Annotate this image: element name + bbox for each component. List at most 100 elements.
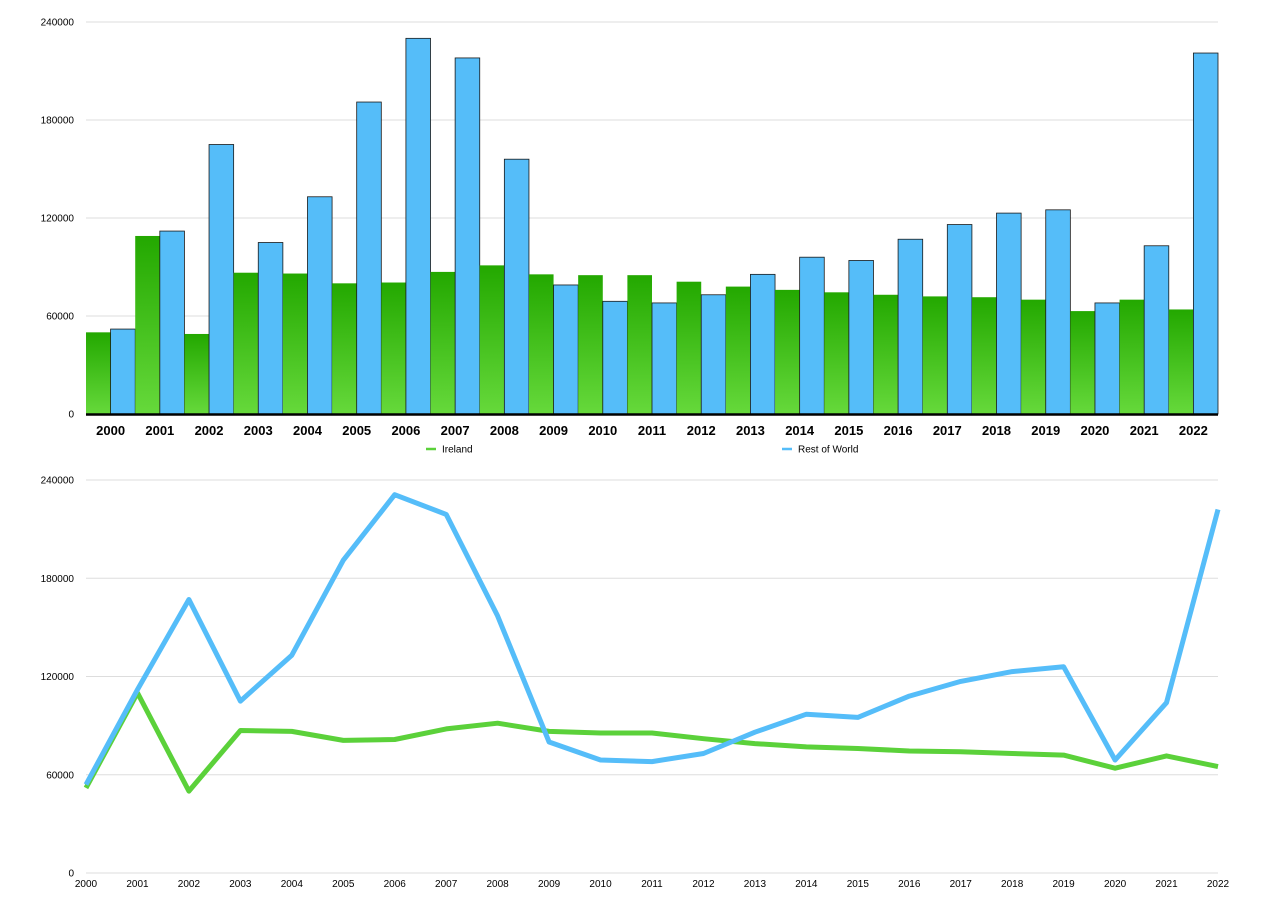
bar-chart-legend: Ireland Rest of World xyxy=(426,445,858,456)
line-rest-of-world xyxy=(83,492,1221,786)
bar-rest-of-world xyxy=(1143,245,1170,415)
bar-ireland xyxy=(873,294,899,414)
bar-ireland xyxy=(676,281,702,414)
bar-ireland xyxy=(282,273,308,414)
bar-rest-of-world xyxy=(897,238,924,415)
x-tick-label: 2017 xyxy=(933,423,962,438)
y-tick-label: 180000 xyxy=(41,116,75,127)
bar-rest-of-world xyxy=(651,302,678,415)
x-tick-label: 2011 xyxy=(638,423,666,438)
y-tick-label: 0 xyxy=(68,410,74,421)
y-tick-label: 120000 xyxy=(41,214,75,225)
x-tick-label: 2007 xyxy=(435,879,458,890)
bar-rest-of-world xyxy=(257,242,284,415)
bar-ireland xyxy=(233,272,259,414)
bar-ireland xyxy=(135,235,160,414)
bar-ireland xyxy=(1168,309,1194,414)
x-tick-label: 2014 xyxy=(795,879,818,890)
line-ireland xyxy=(83,690,1219,794)
x-tick-label: 2001 xyxy=(126,879,149,890)
bar-rest-of-world xyxy=(553,284,579,415)
bar-ireland xyxy=(1021,299,1046,414)
bar-rest-of-world xyxy=(996,212,1022,415)
x-tick-label: 2007 xyxy=(441,423,470,438)
bar-ireland xyxy=(1119,299,1145,414)
x-tick-label: 2019 xyxy=(1053,879,1076,890)
bar-rest-of-world xyxy=(1192,52,1219,415)
y-tick-label: 60000 xyxy=(46,312,74,323)
bar-chart: 0 60000 120000 180000 240000 2000 2001 2002 2003… xyxy=(41,18,1219,438)
bar-ireland xyxy=(479,265,505,414)
bar-rest-of-world xyxy=(750,273,776,415)
y-tick-label: 180000 xyxy=(41,574,75,585)
x-tick-label: 2000 xyxy=(96,423,125,438)
bar-ireland xyxy=(381,282,406,414)
line-chart: 0 60000 120000 180000 240000 2000 2001 2002 2003… xyxy=(41,476,1230,891)
y-tick-label: 240000 xyxy=(41,476,75,487)
bar-ireland xyxy=(430,271,456,414)
x-tick-label: 2009 xyxy=(539,423,568,438)
bar-rest-of-world xyxy=(110,328,136,415)
x-tick-label: 2016 xyxy=(884,423,913,438)
x-tick-label: 2003 xyxy=(229,879,252,890)
x-tick-label: 2015 xyxy=(834,423,863,438)
x-tick-label: 2018 xyxy=(1001,879,1024,890)
x-tick-label: 2005 xyxy=(332,879,355,890)
x-tick-label: 2011 xyxy=(641,879,663,890)
bar-ireland xyxy=(824,292,849,414)
x-tick-label: 2004 xyxy=(281,879,304,890)
x-tick-label: 2013 xyxy=(744,879,767,890)
bar-rest-of-world xyxy=(208,144,235,415)
x-tick-label: 2008 xyxy=(490,423,519,438)
legend-label: Rest of World xyxy=(798,445,858,456)
bar-rest-of-world xyxy=(799,256,825,415)
x-tick-label: 2003 xyxy=(244,423,273,438)
bar-ireland xyxy=(725,286,751,414)
x-tick-label: 2012 xyxy=(687,423,716,438)
bar-rest-of-world xyxy=(159,230,185,415)
bar-rest-of-world xyxy=(946,224,973,415)
x-tick-label: 2015 xyxy=(847,879,870,890)
bar-ireland xyxy=(528,274,554,414)
x-tick-label: 2020 xyxy=(1104,879,1127,890)
x-tick-label: 2002 xyxy=(178,879,201,890)
bar-rest-of-world xyxy=(503,158,530,415)
bar-rest-of-world xyxy=(700,294,727,415)
x-tick-label: 2012 xyxy=(692,879,715,890)
x-tick-label: 2005 xyxy=(342,423,371,438)
x-tick-label: 2010 xyxy=(589,879,612,890)
x-tick-label: 2000 xyxy=(75,879,98,890)
bar-rest-of-world xyxy=(848,260,874,415)
bar-rest-of-world xyxy=(405,37,431,415)
x-tick-label: 2004 xyxy=(293,423,323,438)
x-tick-label: 2010 xyxy=(588,423,617,438)
x-tick-label: 2022 xyxy=(1207,879,1230,890)
x-tick-label: 2006 xyxy=(384,879,407,890)
bar-ireland xyxy=(578,275,603,414)
y-tick-label: 60000 xyxy=(46,770,74,781)
bar-rest-of-world xyxy=(1045,209,1071,415)
x-tick-label: 2017 xyxy=(950,879,973,890)
bar-ireland xyxy=(922,296,948,414)
x-tick-label: 2021 xyxy=(1130,423,1159,438)
x-tick-label: 2001 xyxy=(145,423,174,438)
bar-rest-of-world xyxy=(454,57,481,415)
x-tick-label: 2021 xyxy=(1155,879,1178,890)
bar-rest-of-world xyxy=(1094,302,1120,415)
bar-ireland xyxy=(86,332,111,414)
x-tick-label: 2014 xyxy=(785,423,815,438)
x-tick-label: 2002 xyxy=(195,423,224,438)
y-tick-label: 240000 xyxy=(41,18,75,29)
x-tick-label: 2022 xyxy=(1179,423,1208,438)
bar-ireland xyxy=(971,297,997,414)
x-tick-label: 2018 xyxy=(982,423,1011,438)
bar-ireland xyxy=(184,333,210,414)
x-tick-label: 2019 xyxy=(1031,423,1060,438)
x-tick-label: 2008 xyxy=(487,879,510,890)
bar-ireland xyxy=(775,289,800,414)
legend-label: Ireland xyxy=(442,445,473,456)
bar-ireland xyxy=(1070,311,1095,414)
bar-rest-of-world xyxy=(602,300,628,415)
x-tick-label: 2013 xyxy=(736,423,765,438)
